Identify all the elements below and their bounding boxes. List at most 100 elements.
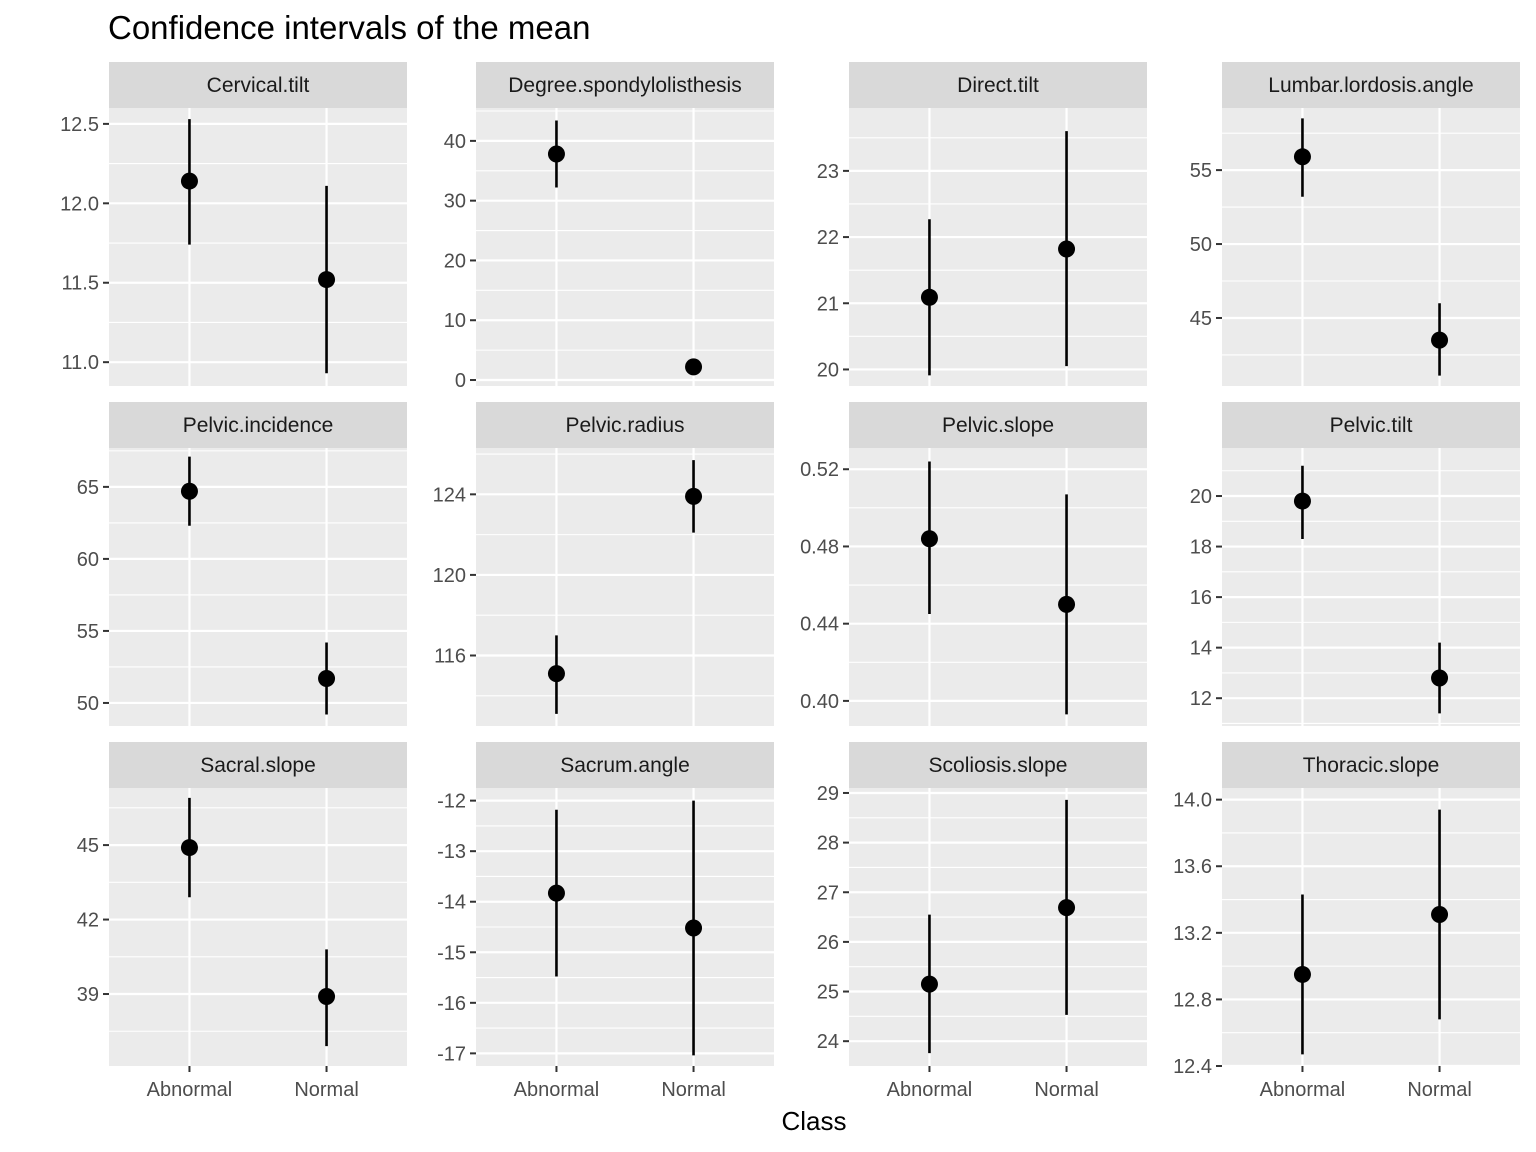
y-tick-label: 50: [77, 693, 99, 715]
plot-area-degree-spondylolisthesis: [476, 108, 774, 386]
strip-pelvic-incidence: [109, 402, 407, 448]
y-tick-label: -15: [437, 942, 466, 964]
mean-point-abnormal: [920, 975, 938, 993]
plot-area-lumbar-lordosis-angle: [1222, 108, 1520, 386]
mean-point-abnormal: [180, 839, 198, 857]
y-tick-label: 12: [1190, 688, 1212, 710]
y-tick-label: 24: [817, 1031, 839, 1053]
y-tick-label: 29: [817, 783, 839, 805]
y-tick-label: 45: [77, 835, 99, 857]
strip-sacral-slope: [109, 742, 407, 788]
x-tick-label-normal: Normal: [294, 1079, 358, 1101]
y-tick-label: 45: [1190, 308, 1212, 330]
y-tick-label: 39: [77, 984, 99, 1006]
y-tick-label: 25: [817, 982, 839, 1004]
y-tick-label: 16: [1190, 587, 1212, 609]
y-tick-label: 50: [1190, 234, 1212, 256]
y-tick-label: -14: [437, 892, 466, 914]
y-tick-label: 124: [433, 484, 466, 506]
y-tick-label: -16: [437, 993, 466, 1015]
plot-area-direct-tilt: [849, 108, 1147, 386]
y-tick-label: 116: [434, 645, 466, 667]
y-tick-label: 10: [444, 310, 466, 332]
y-tick-label: 21: [817, 293, 839, 315]
y-tick-label: 0.40: [800, 691, 839, 713]
strip-label-thoracic-slope: Thoracic.slope: [1303, 754, 1440, 777]
y-tick-label: -17: [437, 1043, 466, 1065]
strip-pelvic-slope: [849, 402, 1147, 448]
strip-label-lumbar-lordosis-angle: Lumbar.lordosis.angle: [1268, 74, 1473, 97]
y-tick-label: 20: [1190, 486, 1212, 508]
mean-point-normal: [1058, 899, 1076, 917]
mean-point-abnormal: [180, 172, 198, 190]
y-tick-label: 22: [817, 227, 839, 249]
strip-label-cervical-tilt: Cervical.tilt: [207, 74, 310, 97]
panel-thoracic-slope: Thoracic.slope 12.4 12.8 13.2 13.6 14.0: [1173, 742, 1520, 1078]
strip-label-pelvic-radius: Pelvic.radius: [565, 414, 684, 437]
strip-label-pelvic-tilt: Pelvic.tilt: [1330, 414, 1413, 437]
mean-point-abnormal: [547, 665, 565, 683]
x-tick-label-normal: Normal: [1407, 1079, 1471, 1101]
y-tick-label: 12.4: [1173, 1056, 1212, 1078]
strip-pelvic-radius: [476, 402, 774, 448]
y-tick-label: 26: [817, 932, 839, 954]
mean-point-normal: [685, 358, 703, 376]
mean-point-normal: [1431, 906, 1449, 924]
mean-point-normal: [1431, 331, 1449, 349]
strip-degree-spondylolisthesis: [476, 62, 774, 108]
y-tick-label: 13.2: [1173, 923, 1212, 945]
y-tick-label: 20: [817, 359, 839, 381]
strip-label-sacral-slope: Sacral.slope: [200, 754, 316, 777]
x-tick-label-abnormal: Abnormal: [887, 1079, 973, 1101]
panel-scoliosis-slope: Scoliosis.slope 24 25 26 27 28 29: [817, 742, 1147, 1066]
strip-label-scoliosis-slope: Scoliosis.slope: [929, 754, 1068, 777]
y-tick-label: 11.5: [62, 273, 99, 295]
strip-cervical-tilt: [109, 62, 407, 108]
chart-title: Confidence intervals of the mean: [108, 9, 590, 46]
y-tick-label: 60: [77, 549, 99, 571]
strip-label-pelvic-incidence: Pelvic.incidence: [183, 414, 334, 437]
panel-degree-spondylolisthesis: Degree.spondylolisthesis 0 10 20 30 40: [444, 62, 774, 392]
panel-pelvic-tilt: Pelvic.tilt 12 14 16 18 20: [1190, 402, 1520, 726]
x-axis-tick-labels: Abnormal Normal Abnormal Normal Abnormal Norm…: [147, 1066, 1472, 1101]
mean-point-abnormal: [180, 482, 198, 500]
x-tick-label-normal: Normal: [1034, 1079, 1098, 1101]
x-tick-label-abnormal: Abnormal: [147, 1079, 233, 1101]
mean-point-abnormal: [1293, 148, 1311, 166]
y-tick-label: -13: [437, 841, 466, 863]
y-tick-label: 30: [444, 191, 466, 213]
mean-point-normal: [318, 988, 336, 1005]
mean-point-normal: [1431, 669, 1449, 687]
y-tick-label: 12.8: [1173, 989, 1212, 1011]
panel-direct-tilt: Direct.tilt 20 21 22 23: [817, 62, 1147, 386]
x-tick-label-normal: Normal: [661, 1079, 725, 1101]
strip-label-direct-tilt: Direct.tilt: [957, 74, 1039, 97]
y-tick-label: 13.6: [1173, 856, 1212, 878]
y-tick-label: 11.0: [62, 352, 99, 374]
y-tick-label: 27: [817, 882, 839, 904]
panel-pelvic-incidence: Pelvic.incidence 50 55 60 65: [77, 402, 407, 726]
plot-area-thoracic-slope: [1222, 788, 1520, 1066]
y-tick-label: 40: [444, 131, 466, 153]
plot-area-pelvic-radius: [476, 448, 774, 726]
y-tick-label: 0.52: [800, 459, 839, 481]
plot-area-sacral-slope: [109, 788, 407, 1066]
panel-sacrum-angle: Sacrum.angle -17 -16 -15 -14 -13 -12: [437, 742, 774, 1066]
panel-cervical-tilt: Cervical.tilt 11.0 11.5 12.0 12.5: [60, 62, 407, 386]
plot-area-pelvic-tilt: [1222, 448, 1520, 726]
y-tick-label: 12.0: [60, 193, 99, 215]
panel-lumbar-lordosis-angle: Lumbar.lordosis.angle 45 50 55: [1190, 62, 1520, 386]
panel-sacral-slope: Sacral.slope 39 42 45: [77, 742, 407, 1066]
panel-pelvic-slope: Pelvic.slope 0.40 0.44 0.48 0.52: [800, 402, 1147, 726]
mean-point-normal: [685, 487, 703, 505]
strip-thoracic-slope: [1222, 742, 1520, 788]
y-tick-label: 65: [77, 477, 99, 499]
x-tick-label-abnormal: Abnormal: [514, 1079, 600, 1101]
y-tick-label: 42: [77, 910, 99, 932]
mean-point-normal: [1058, 240, 1076, 258]
strip-pelvic-tilt: [1222, 402, 1520, 448]
mean-point-normal: [318, 271, 336, 289]
plot-area-pelvic-incidence: [109, 448, 407, 726]
plot-area-scoliosis-slope: [849, 788, 1147, 1066]
